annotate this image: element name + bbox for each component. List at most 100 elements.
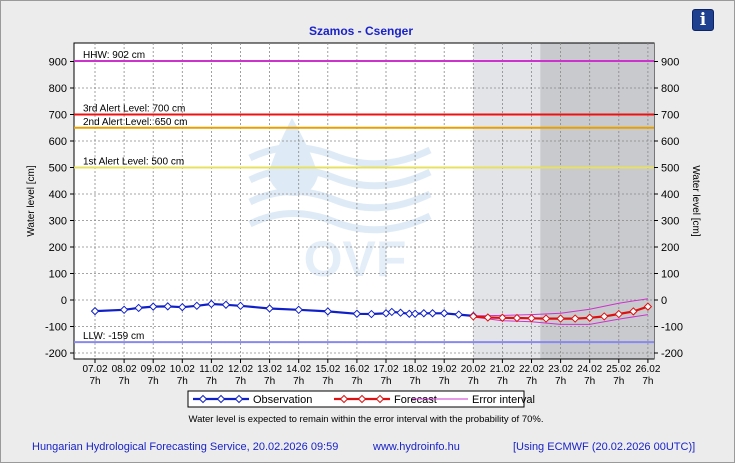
x-tick-label-time: 7h [322, 376, 333, 387]
reference-line-label: 3rd Alert Level: 700 cm [83, 104, 185, 115]
observation-point [265, 304, 274, 313]
y-tick-label-right: 900 [661, 57, 679, 69]
observation-point [352, 309, 362, 318]
logo-wave [248, 144, 432, 168]
chart-title: Szamos - Csenger [309, 24, 413, 38]
forecast-point [570, 314, 580, 323]
y-tick-label-right: 100 [661, 269, 679, 281]
observation-point [419, 309, 429, 318]
x-tick-label-time: 7h [439, 376, 450, 387]
observation-point [323, 307, 333, 316]
x-tick-label-date: 09.02 [141, 364, 166, 375]
x-tick-label-date: 25.02 [606, 364, 631, 375]
observation-point [396, 308, 405, 317]
x-tick-label-date: 18.02 [403, 364, 428, 375]
legend-marker [375, 394, 385, 404]
observation-point [178, 302, 187, 312]
observation-point [294, 305, 303, 315]
observation-point [221, 300, 231, 309]
logo-wave [248, 210, 432, 234]
logo-wave [248, 166, 432, 190]
footer-website-link[interactable]: www.hydroinfo.hu [373, 441, 460, 453]
forecast-point [614, 309, 624, 319]
observation-point [207, 299, 216, 309]
y-tick-label-right: 800 [661, 83, 679, 95]
chart-note: Water level is expected to remain within… [188, 414, 543, 425]
y-tick-label-right: 400 [661, 189, 679, 201]
y-axis-label-right: Water level [cm] [690, 165, 701, 237]
x-tick-label-date: 13.02 [257, 364, 282, 375]
y-axis-label-left: Water level [cm] [26, 165, 37, 237]
observation-point [387, 307, 397, 317]
info-icon[interactable]: i [692, 9, 714, 31]
forecast-point [527, 314, 536, 323]
observation-point [163, 302, 172, 311]
y-tick-label-right: -200 [661, 348, 683, 360]
x-tick-label-time: 7h [642, 376, 653, 387]
x-tick-label-time: 7h [526, 376, 537, 387]
y-tick-label-left: -200 [45, 348, 67, 360]
x-tick-label-time: 7h [89, 376, 100, 387]
footer-model-info: [Using ECMWF (20.02.2026 00UTC)] [513, 441, 696, 453]
x-tick-label-date: 24.02 [577, 364, 602, 375]
legend-marker [234, 394, 244, 404]
y-tick-label-left: 700 [49, 110, 67, 122]
y-tick-label-left: 0 [61, 295, 67, 307]
forecast-point [498, 313, 507, 322]
logo-wave [248, 188, 432, 212]
x-tick-label-date: 14.02 [286, 364, 311, 375]
forecast-point [483, 313, 493, 322]
x-tick-label-time: 7h [555, 376, 566, 387]
x-tick-label-time: 7h [351, 376, 362, 387]
reference-line-label: LLW: -159 cm [83, 331, 144, 342]
observation-point [134, 303, 143, 313]
y-tick-label-left: 300 [49, 216, 67, 228]
observation-point [454, 310, 463, 319]
y-tick-label-left: 800 [49, 83, 67, 95]
x-tick-label-date: 19.02 [432, 364, 457, 375]
forecast-point [541, 314, 551, 323]
y-tick-label-left: 400 [49, 189, 67, 201]
legend-marker [357, 394, 367, 404]
forecast-point [600, 312, 609, 321]
x-tick-label-date: 12.02 [228, 364, 253, 375]
observation-point [236, 301, 245, 311]
observation-point [428, 309, 437, 318]
x-tick-label-time: 7h [177, 376, 188, 387]
x-tick-label-time: 7h [264, 376, 275, 387]
x-tick-label-time: 7h [497, 376, 508, 387]
legend-label: Observation [253, 394, 312, 406]
x-tick-label-date: 20.02 [461, 364, 486, 375]
y-tick-label-right: 200 [661, 242, 679, 254]
y-tick-label-left: 500 [49, 163, 67, 175]
ecmwf-shade [540, 43, 654, 359]
x-tick-label-date: 08.02 [112, 364, 137, 375]
x-tick-label-date: 07.02 [82, 364, 107, 375]
x-tick-label-time: 7h [235, 376, 246, 387]
x-tick-label-time: 7h [206, 376, 217, 387]
observation-point [405, 309, 414, 318]
forecast-point [512, 313, 522, 323]
y-tick-label-right: 500 [661, 163, 679, 175]
observation-point [367, 309, 376, 319]
x-tick-label-time: 7h [380, 376, 391, 387]
legend-label: Error interval [472, 394, 535, 406]
legend-marker [216, 394, 226, 404]
forecast-point [469, 312, 478, 321]
y-tick-label-left: 100 [49, 269, 67, 281]
x-tick-label-time: 7h [293, 376, 304, 387]
observation-point [192, 301, 202, 311]
y-tick-label-right: -100 [661, 322, 683, 334]
x-tick-label-time: 7h [148, 376, 159, 387]
forecast-point [585, 313, 594, 322]
y-tick-label-left: 900 [49, 57, 67, 69]
forecast-shade [473, 43, 541, 359]
forecast-point [629, 307, 638, 316]
x-tick-label-time: 7h [468, 376, 479, 387]
x-tick-label-time: 7h [613, 376, 624, 387]
observation-point [119, 305, 129, 315]
logo-drop [268, 118, 318, 196]
x-tick-label-time: 7h [119, 376, 130, 387]
observation-point [410, 309, 420, 318]
